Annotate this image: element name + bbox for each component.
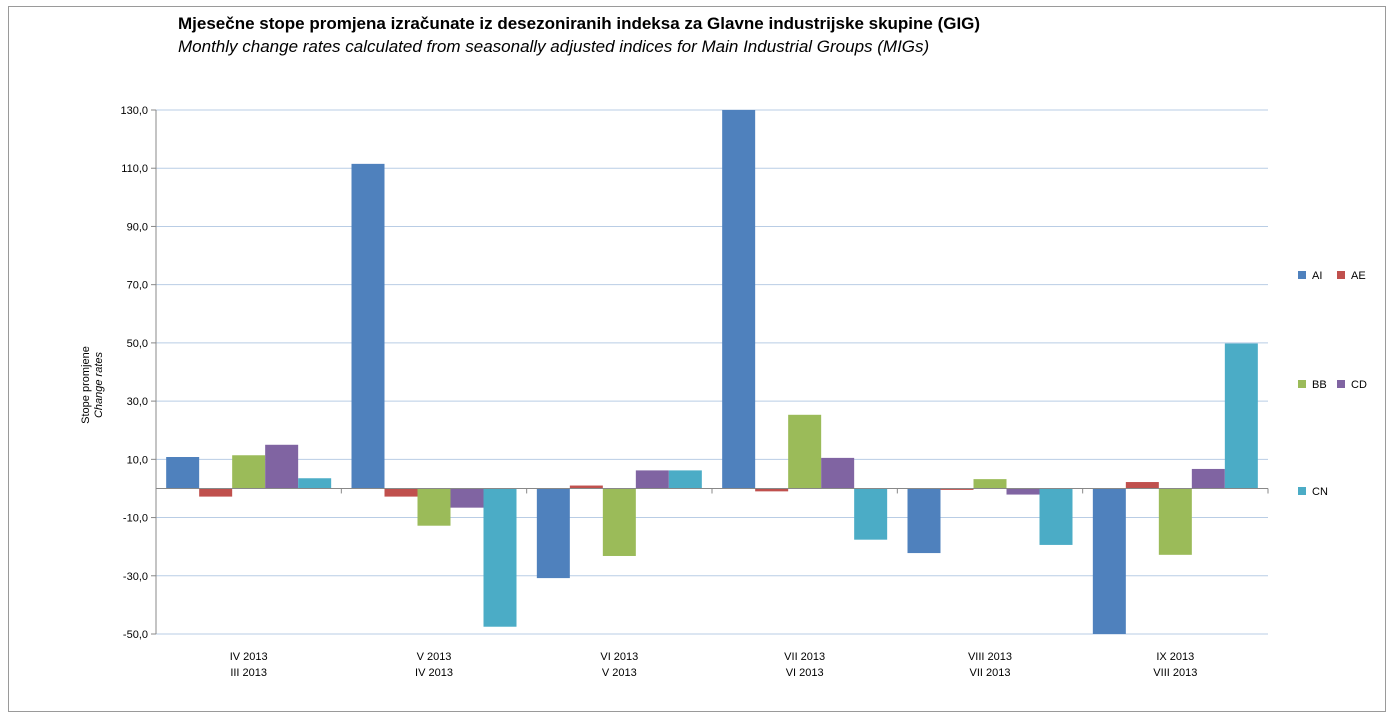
bar-ae-3 — [755, 488, 789, 492]
bar-bb-2 — [602, 488, 636, 556]
legend-label-ae: AE — [1351, 270, 1366, 282]
bar-cd-1 — [450, 488, 484, 508]
bar-ae-4 — [940, 488, 974, 490]
legend-swatch-cd — [1337, 380, 1345, 388]
y-tick-label: 30,0 — [127, 396, 148, 408]
bar-cn-0 — [298, 478, 332, 489]
bar-ae-5 — [1125, 482, 1159, 489]
bar-ae-0 — [199, 488, 233, 497]
y-tick-label: -50,0 — [123, 629, 148, 641]
bar-bb-3 — [788, 414, 822, 489]
bar-bb-4 — [973, 479, 1007, 489]
bar-cn-5 — [1224, 343, 1258, 489]
bar-cn-3 — [854, 488, 888, 540]
legend-swatch-cn — [1298, 487, 1306, 495]
y-tick-label: 110,0 — [121, 163, 148, 175]
legend-label-bb: BB — [1312, 379, 1327, 391]
legend-label-ai: AI — [1312, 270, 1322, 282]
bar-ai-2 — [536, 488, 570, 579]
bar-cn-4 — [1039, 488, 1073, 545]
bar-ai-3 — [722, 110, 756, 489]
category-label-line2: V 2013 — [602, 667, 637, 679]
category-label-line1: VIII 2013 — [968, 651, 1012, 663]
category-label-line1: V 2013 — [417, 651, 452, 663]
legend-swatch-ae — [1337, 271, 1345, 279]
bar-ae-2 — [569, 485, 603, 489]
bar-ai-0 — [166, 457, 200, 489]
category-label-line1: IV 2013 — [230, 651, 268, 663]
bar-cd-4 — [1006, 488, 1040, 495]
bar-ai-4 — [907, 488, 941, 554]
y-tick-label: 50,0 — [127, 338, 148, 350]
chart-subtitle: Monthly change rates calculated from sea… — [178, 37, 930, 56]
category-label-line2: IV 2013 — [415, 667, 453, 679]
y-tick-label: -10,0 — [123, 513, 148, 525]
category-label-line2: VI 2013 — [786, 667, 824, 679]
chart-title: Mjesečne stope promjena izračunate iz de… — [178, 14, 981, 33]
bar-cn-2 — [668, 470, 702, 489]
category-label-line1: VII 2013 — [784, 651, 825, 663]
y-tick-label: 90,0 — [127, 221, 148, 233]
category-label-line2: III 2013 — [230, 667, 267, 679]
bar-cn-1 — [483, 488, 517, 627]
bar-bb-0 — [232, 455, 266, 489]
y-tick-label: -30,0 — [123, 571, 148, 583]
category-label-line2: VII 2013 — [970, 667, 1011, 679]
bar-cd-3 — [821, 457, 855, 489]
legend-label-cd: CD — [1351, 379, 1367, 391]
chart-frame — [8, 6, 1386, 712]
bar-ai-5 — [1092, 488, 1126, 634]
bar-ae-1 — [384, 488, 418, 497]
y-tick-label: 10,0 — [127, 454, 148, 466]
bar-cd-2 — [635, 470, 669, 489]
bar-cd-5 — [1191, 468, 1225, 489]
bar-ai-1 — [351, 163, 385, 489]
legend-swatch-ai — [1298, 271, 1306, 279]
legend-swatch-bb — [1298, 380, 1306, 388]
bar-bb-1 — [417, 488, 451, 526]
category-label-line1: IX 2013 — [1156, 651, 1194, 663]
category-label-line2: VIII 2013 — [1153, 667, 1197, 679]
y-tick-label: 70,0 — [127, 280, 148, 292]
y-tick-label: 130,0 — [120, 105, 148, 117]
category-label-line1: VI 2013 — [600, 651, 638, 663]
bar-bb-5 — [1158, 488, 1192, 555]
bar-cd-0 — [265, 444, 299, 489]
legend-label-cn: CN — [1312, 486, 1328, 498]
